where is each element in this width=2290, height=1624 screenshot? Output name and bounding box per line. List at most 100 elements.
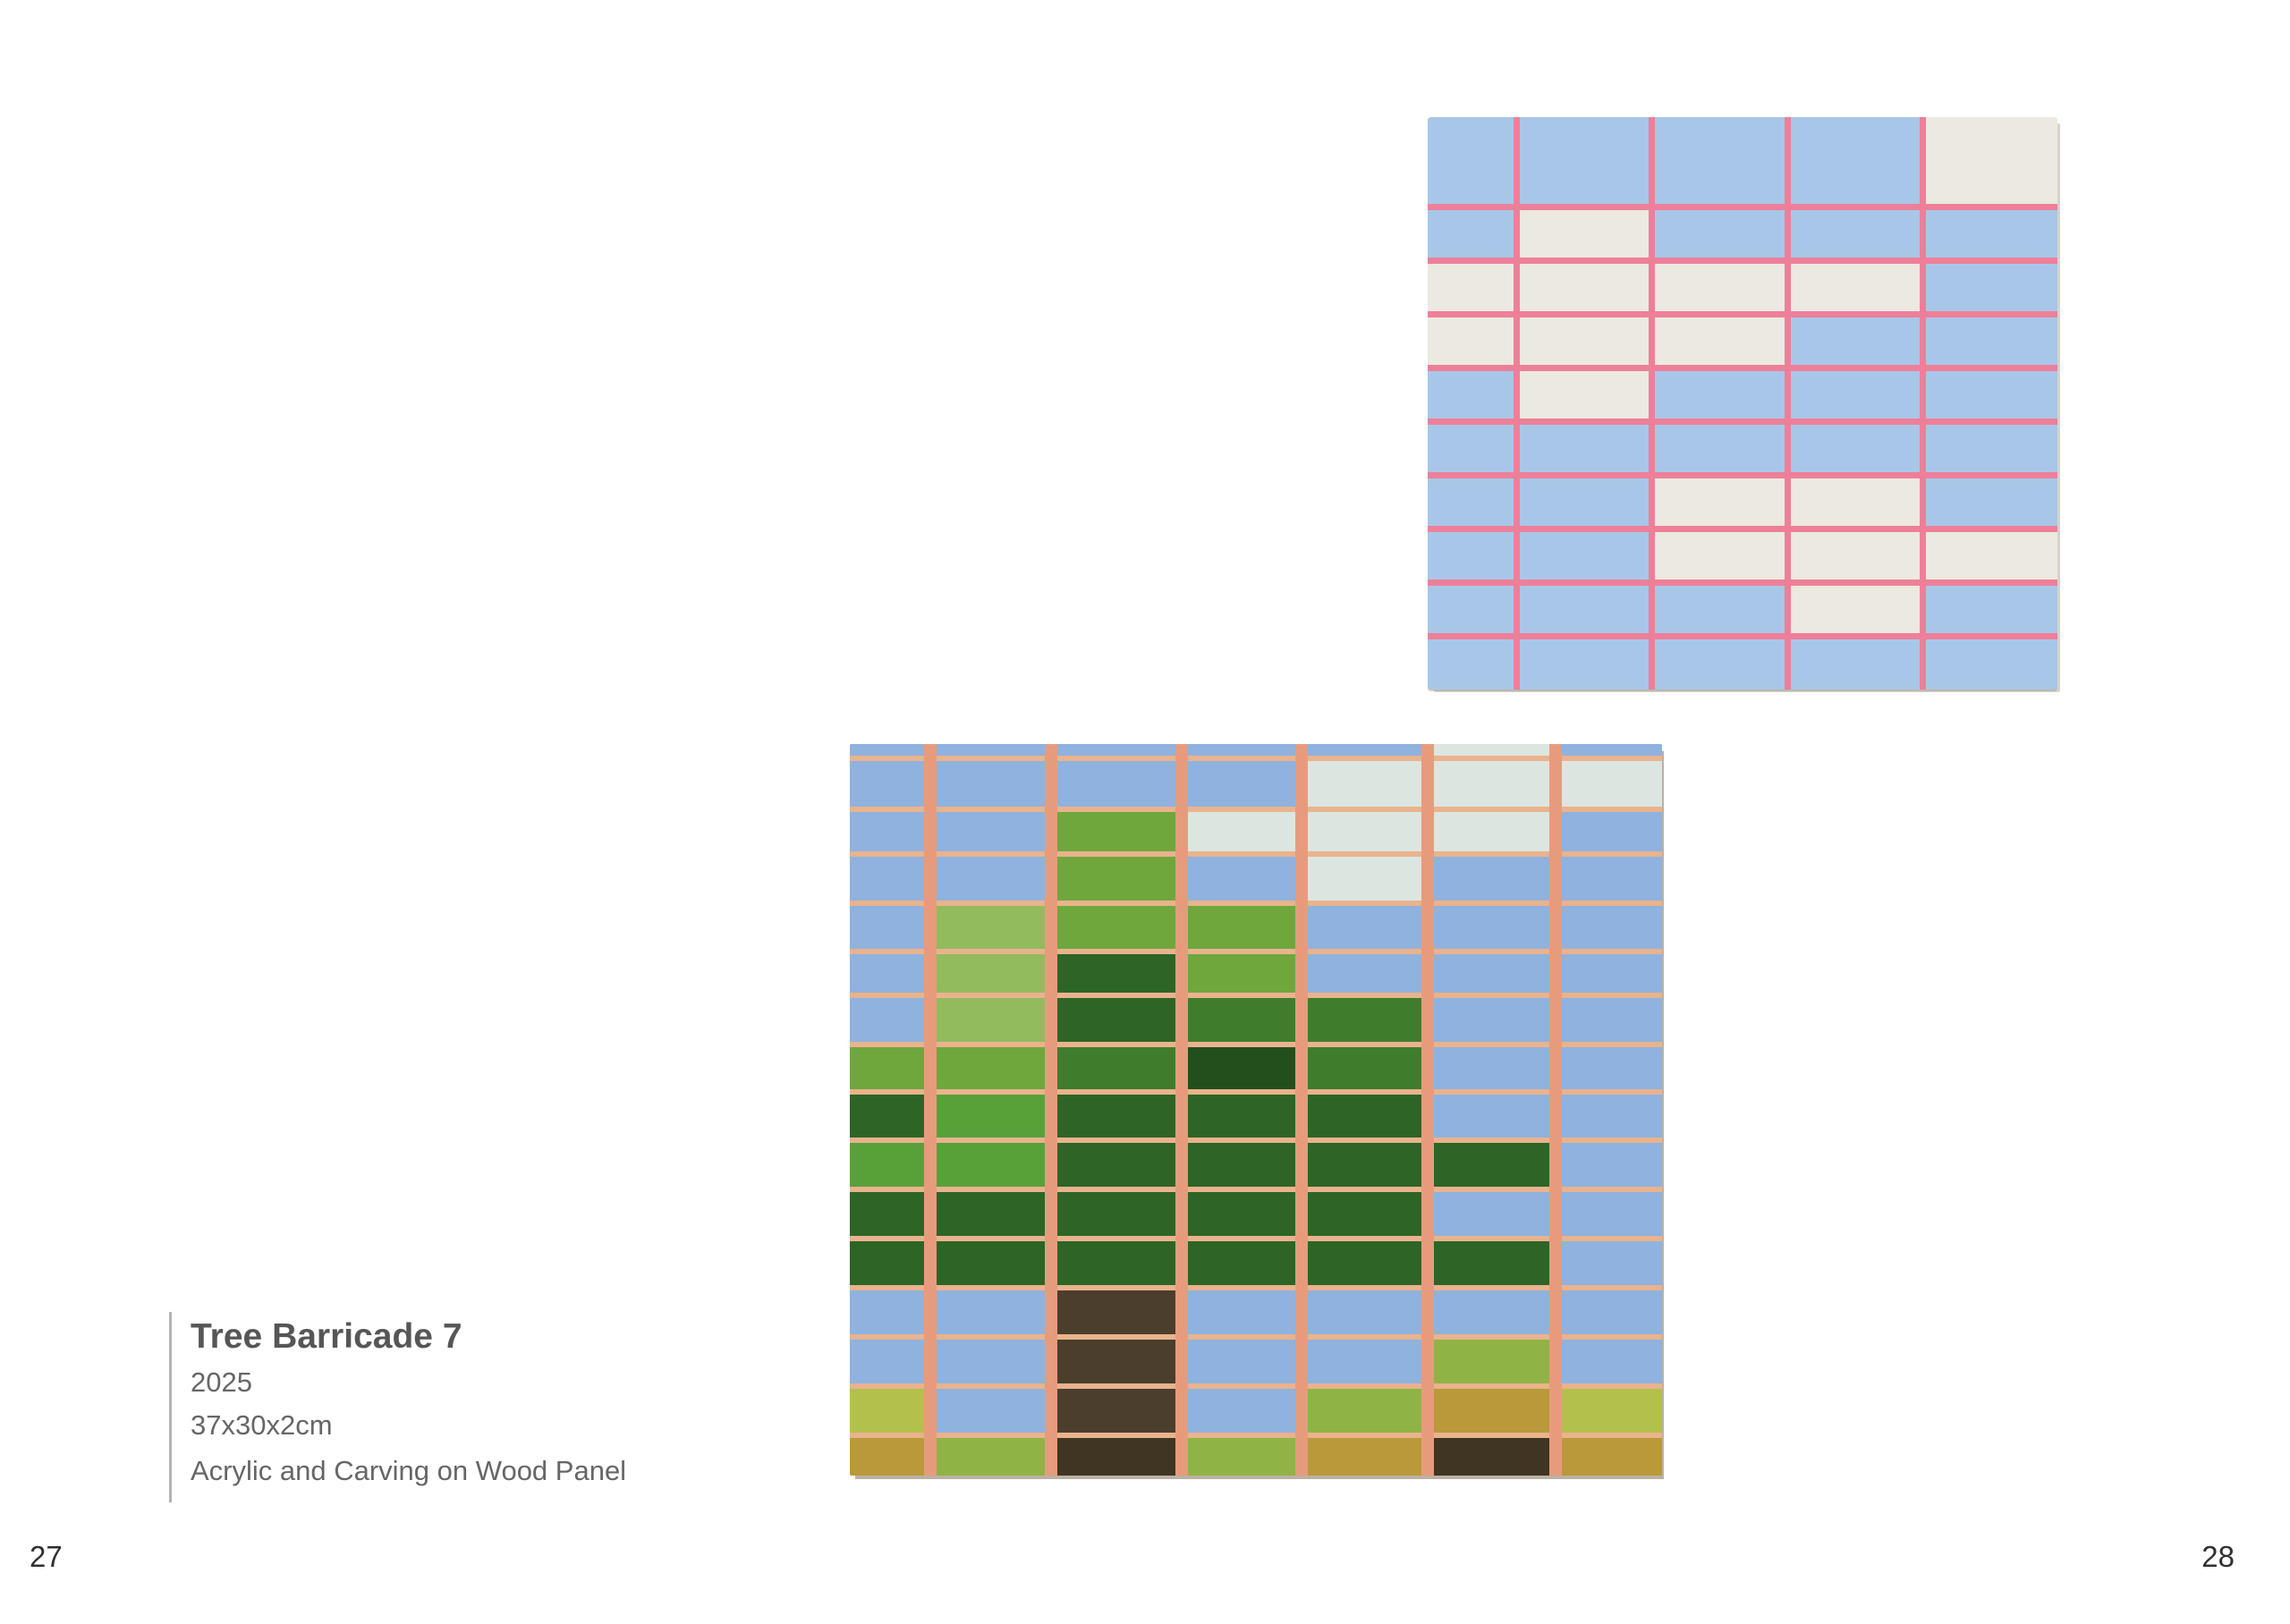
grid-cell [1651, 531, 1787, 579]
page-number-right: 28 [2201, 1540, 2235, 1573]
grid-cell [1922, 263, 2057, 311]
grid-cell [1651, 263, 1787, 311]
grid-cell [1182, 1389, 1302, 1433]
grid-cell [850, 1340, 930, 1383]
grid-cell [930, 1047, 1051, 1089]
caption-rule [169, 1312, 172, 1502]
grid-cell [930, 1241, 1051, 1285]
grid-cell [1051, 1438, 1182, 1476]
grid-cell [1428, 424, 1516, 472]
grid-cell [1651, 639, 1787, 689]
grid-cell [1302, 761, 1428, 807]
grid-cell [1556, 954, 1662, 993]
grid-cell [1302, 1290, 1428, 1334]
grid-cell [1428, 1389, 1556, 1433]
grid-cell [1182, 812, 1302, 851]
grid-cell [930, 1340, 1051, 1383]
grid-cell [1556, 998, 1662, 1042]
grid-cell [1428, 1143, 1556, 1187]
grid-batten [1175, 744, 1188, 1476]
grid-cell [1556, 906, 1662, 949]
grid-cell [850, 954, 930, 993]
grid-batten [1919, 117, 1926, 689]
grid-cell [1428, 317, 1516, 365]
grid-cell [850, 812, 930, 851]
grid-cell [1428, 998, 1556, 1042]
grid-cell [1428, 478, 1516, 526]
grid-cell [1922, 209, 2057, 258]
grid-cell [930, 1290, 1051, 1334]
grid-cell [930, 998, 1051, 1042]
grid-batten [1045, 744, 1057, 1476]
grid-cell [1051, 857, 1182, 901]
sky-grid-painting [1428, 117, 2057, 689]
grid-cell [1428, 1047, 1556, 1089]
grid-cell [1787, 117, 1922, 204]
grid-cell [1428, 585, 1516, 633]
grid-cell [1556, 1192, 1662, 1236]
grid-cell [1787, 639, 1922, 689]
grid-cell [1428, 761, 1556, 807]
grid-cell [850, 761, 930, 807]
artwork-year: 2025 [191, 1366, 252, 1398]
grid-cell [1182, 1290, 1302, 1334]
grid-cell [1922, 585, 2057, 633]
grid-batten [1648, 117, 1655, 689]
grid-cell [1051, 744, 1182, 756]
grid-cell [1302, 857, 1428, 901]
grid-cell [850, 1241, 930, 1285]
grid-cell [1302, 1095, 1428, 1138]
grid-cell [1428, 1340, 1556, 1383]
grid-cell [1922, 478, 2057, 526]
grid-cell [1428, 857, 1556, 901]
grid-cell [1302, 1192, 1428, 1236]
grid-cell [1556, 1389, 1662, 1433]
grid-cell [1787, 478, 1922, 526]
grid-cell [930, 761, 1051, 807]
grid-cell [1051, 1143, 1182, 1187]
grid-cell [1051, 1241, 1182, 1285]
grid-cell [930, 1143, 1051, 1187]
grid-cell [1051, 1290, 1182, 1334]
grid-cell [1302, 1340, 1428, 1383]
grid-cell [1428, 209, 1516, 258]
grid-cell [1428, 1438, 1556, 1476]
grid-cell [1516, 424, 1651, 472]
grid-cell [850, 1192, 930, 1236]
grid-cell [1787, 209, 1922, 258]
grid-cell [1051, 1047, 1182, 1089]
grid-cell [1556, 1438, 1662, 1476]
grid-cell [1051, 906, 1182, 949]
grid-cell [1182, 1047, 1302, 1089]
grid-cell [850, 857, 930, 901]
grid-cell [1651, 478, 1787, 526]
grid-cell [1651, 209, 1787, 258]
grid-cell [1787, 317, 1922, 365]
grid-cell [1302, 812, 1428, 851]
grid-cell [1787, 424, 1922, 472]
grid-cell [1182, 1340, 1302, 1383]
grid-cell [1302, 744, 1428, 756]
grid-cell [850, 1290, 930, 1334]
grid-cell [1182, 744, 1302, 756]
grid-cell [1182, 906, 1302, 949]
grid-cell [1302, 998, 1428, 1042]
grid-cell [1556, 1340, 1662, 1383]
grid-cell [1302, 1143, 1428, 1187]
grid-cell [1428, 906, 1556, 949]
grid-cell [930, 1389, 1051, 1433]
grid-cell [1051, 1095, 1182, 1138]
grid-cell [1428, 1241, 1556, 1285]
grid-cell [1651, 117, 1787, 204]
grid-cell [1516, 370, 1651, 419]
grid-cell [1302, 1389, 1428, 1433]
grid-cell [1516, 639, 1651, 689]
grid-cell [1556, 812, 1662, 851]
grid-cell [1428, 812, 1556, 851]
grid-cell [850, 906, 930, 949]
grid-cell [1922, 317, 2057, 365]
grid-batten [1421, 744, 1434, 1476]
grid-cell [1556, 761, 1662, 807]
artwork-dimensions: 37x30x2cm [191, 1409, 333, 1441]
grid-cell [1651, 317, 1787, 365]
